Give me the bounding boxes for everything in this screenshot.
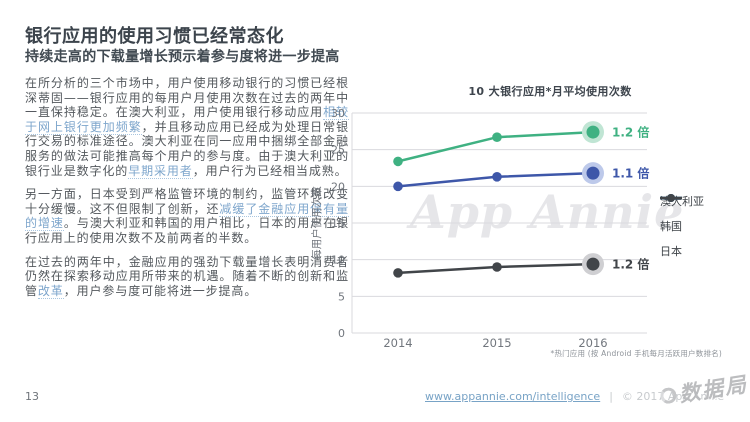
page-title: 银行应用的使用习惯已经常态化 bbox=[25, 26, 284, 47]
legend-marker-icon bbox=[660, 194, 682, 202]
data-point bbox=[586, 166, 600, 180]
page-number: 13 bbox=[25, 390, 39, 403]
article-text-column: 在所分析的三个市场中，用户使用移动银行的习惯已经根深蒂固——银行应用的每用户月使… bbox=[25, 76, 349, 307]
y-tick-label: 30 bbox=[331, 107, 345, 120]
chart-title: 10 大银行应用*月平均使用次数 bbox=[468, 85, 632, 98]
article-paragraph-3: 在过去的两年中，金融应用的强劲下载量增长表明消费者仍然在探索移动应用所带来的机遇… bbox=[25, 255, 349, 299]
bank-apps-usage-chart: 10 大银行应用*月平均使用次数 App Annie 每用户使用次数 0 5 10 1… bbox=[310, 80, 750, 380]
y-tick-label: 10 bbox=[331, 254, 345, 267]
article-text: 在所分析的三个市场中，用户使用移动银行的习惯已经根深蒂固——银行应用的每用户月使… bbox=[25, 76, 349, 120]
data-point bbox=[492, 172, 502, 182]
x-tick-label: 2014 bbox=[383, 336, 412, 350]
chart-legend: 澳大利亚 韩国 日本 bbox=[660, 193, 704, 259]
article-text: 另一方面，日本受到严格监管环境的制约，监管环境改变十分缓慢。这不但限制了创新，还 bbox=[25, 187, 349, 216]
y-tick-label: 20 bbox=[331, 180, 345, 193]
copyright-text: © 2017 App Annie bbox=[621, 390, 725, 403]
x-tick-label: 2016 bbox=[578, 336, 607, 350]
appannie-watermark: App Annie bbox=[410, 185, 685, 239]
page-subtitle: 持续走高的下载量增长预示着参与度将进一步提高 bbox=[25, 49, 340, 65]
legend-label: 韩国 bbox=[660, 220, 682, 233]
line-chart-plot: 每用户使用次数 0 5 10 15 20 25 30 2014 2015 2016 1.2 倍 1.1… bbox=[310, 107, 649, 350]
article-text: ，并且移动应用已经成为处理日常银行交易的标准途径。澳大利亚在同一应用中捆绑全部金… bbox=[25, 119, 350, 178]
article-paragraph-2: 另一方面，日本受到严格监管环境的制约，监管环境改变十分缓慢。这不但限制了创新，还… bbox=[25, 187, 349, 245]
inline-link[interactable]: 改革 bbox=[37, 283, 64, 299]
inline-link[interactable]: 减缓了金融应用保有量的增速 bbox=[25, 201, 349, 232]
intelligence-url-link[interactable]: www.appannie.com/intelligence bbox=[425, 390, 601, 403]
footer-links: www.appannie.com/intelligence | © 2017 A… bbox=[425, 390, 724, 403]
y-tick-label: 25 bbox=[331, 144, 345, 157]
footer-separator: | bbox=[609, 390, 613, 403]
watermark-logo-icon bbox=[659, 386, 678, 405]
article-text: 。与澳大利亚和韩国的用户相比，日本的用户在银行应用上的使用次数不及前两者的半数。 bbox=[25, 216, 349, 245]
legend-item: 日本 bbox=[660, 194, 704, 259]
data-point bbox=[393, 156, 403, 167]
multiplier-label: 1.1 倍 bbox=[612, 166, 649, 181]
data-point bbox=[393, 268, 403, 278]
legend-item: 韩国 bbox=[660, 194, 704, 234]
y-tick-label: 15 bbox=[331, 217, 345, 230]
data-point bbox=[586, 257, 600, 271]
data-point bbox=[492, 132, 502, 142]
data-point bbox=[586, 125, 600, 139]
multiplier-label: 1.2 倍 bbox=[612, 125, 649, 140]
data-point bbox=[492, 262, 502, 272]
multiplier-label: 1.2 倍 bbox=[612, 257, 649, 272]
inline-link[interactable]: 相较于网上银行更加频繁 bbox=[25, 105, 349, 135]
data-point bbox=[393, 181, 403, 192]
article-text: ，用户参与度可能将进一步提高。 bbox=[63, 283, 258, 298]
y-axis-label: 每用户使用次数 bbox=[310, 186, 323, 260]
x-tick-label: 2015 bbox=[482, 336, 511, 350]
legend-label: 日本 bbox=[660, 245, 682, 258]
article-text: ，用户行为已经相当成熟。 bbox=[192, 163, 348, 178]
y-tick-label: 5 bbox=[338, 290, 345, 303]
article-paragraph-1: 在所分析的三个市场中，用户使用移动银行的习惯已经根深蒂固——银行应用的每用户月使… bbox=[25, 76, 350, 179]
y-tick-label: 0 bbox=[338, 327, 345, 340]
chart-footnote: *热门应用 (按 Android 手机每月活跃用户数排名) bbox=[550, 349, 722, 358]
article-text: 在过去的两年中，金融应用的强劲下载量增长表明消费者仍然在探索移动应用所带来的机遇… bbox=[25, 254, 349, 298]
inline-link[interactable]: 早期采用者 bbox=[128, 163, 193, 179]
